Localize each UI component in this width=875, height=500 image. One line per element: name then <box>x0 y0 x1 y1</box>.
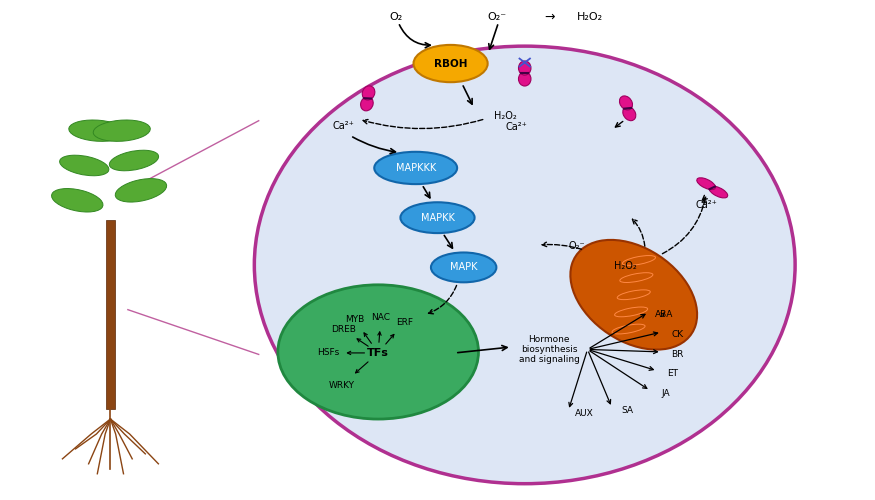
FancyArrowPatch shape <box>615 122 623 127</box>
FancyArrowPatch shape <box>355 362 368 373</box>
Text: JA: JA <box>662 388 670 398</box>
Text: NAC: NAC <box>371 312 390 322</box>
FancyArrowPatch shape <box>364 333 371 344</box>
Text: Hormone
biosynthesis
and signaling: Hormone biosynthesis and signaling <box>519 334 579 364</box>
FancyArrowPatch shape <box>347 352 365 354</box>
FancyArrowPatch shape <box>591 332 658 349</box>
FancyArrowPatch shape <box>444 236 452 248</box>
Ellipse shape <box>360 96 374 111</box>
Ellipse shape <box>374 152 457 184</box>
FancyArrowPatch shape <box>386 334 394 344</box>
Text: H₂O₂: H₂O₂ <box>494 111 517 120</box>
Ellipse shape <box>69 120 126 142</box>
Ellipse shape <box>570 240 697 350</box>
Text: H₂O₂: H₂O₂ <box>613 261 636 271</box>
Text: AUX: AUX <box>575 408 593 418</box>
Ellipse shape <box>709 186 728 198</box>
FancyArrowPatch shape <box>589 352 611 404</box>
Text: ABA: ABA <box>655 310 674 319</box>
Text: MYB: MYB <box>345 315 364 324</box>
FancyArrowPatch shape <box>590 350 654 370</box>
Ellipse shape <box>519 72 531 86</box>
Ellipse shape <box>52 188 103 212</box>
Text: DREB: DREB <box>331 325 356 334</box>
Text: H₂O₂: H₂O₂ <box>578 12 603 22</box>
Ellipse shape <box>623 106 636 120</box>
Text: HSFs: HSFs <box>318 348 340 358</box>
Text: ET: ET <box>668 369 678 378</box>
FancyArrowPatch shape <box>378 332 382 342</box>
FancyArrowPatch shape <box>590 351 647 389</box>
Text: SA: SA <box>621 406 634 414</box>
Text: WRKY: WRKY <box>328 380 354 390</box>
Ellipse shape <box>414 45 487 82</box>
Ellipse shape <box>431 252 496 282</box>
Ellipse shape <box>519 61 531 75</box>
Text: TFs: TFs <box>368 348 389 358</box>
Ellipse shape <box>362 86 374 100</box>
FancyArrowPatch shape <box>353 137 396 154</box>
Text: →: → <box>544 11 555 24</box>
Text: Ca²⁺: Ca²⁺ <box>332 120 354 130</box>
Ellipse shape <box>278 285 479 419</box>
Text: BR: BR <box>671 350 683 359</box>
Ellipse shape <box>109 150 158 171</box>
Ellipse shape <box>401 202 474 233</box>
Text: RBOH: RBOH <box>434 58 467 68</box>
Ellipse shape <box>60 155 108 176</box>
Text: Ca²⁺: Ca²⁺ <box>696 200 717 210</box>
Ellipse shape <box>94 120 150 142</box>
FancyArrowPatch shape <box>424 187 430 198</box>
Ellipse shape <box>620 96 633 110</box>
FancyArrowPatch shape <box>429 286 457 314</box>
FancyArrowPatch shape <box>463 86 472 104</box>
Text: MAPKK: MAPKK <box>421 212 454 222</box>
FancyArrowPatch shape <box>662 198 706 254</box>
FancyArrowPatch shape <box>569 352 587 406</box>
Text: MAPKKK: MAPKKK <box>396 163 436 173</box>
Text: Ca²⁺: Ca²⁺ <box>505 122 527 132</box>
Text: O₂⁻: O₂⁻ <box>569 241 585 251</box>
FancyArrowPatch shape <box>661 312 664 316</box>
FancyArrowPatch shape <box>458 346 507 352</box>
Ellipse shape <box>255 46 795 484</box>
Ellipse shape <box>116 178 166 202</box>
FancyArrowPatch shape <box>363 120 483 128</box>
FancyArrowPatch shape <box>703 196 707 200</box>
FancyArrowPatch shape <box>542 242 581 249</box>
FancyArrowPatch shape <box>591 350 657 354</box>
Text: MAPK: MAPK <box>450 262 478 272</box>
Text: O₂: O₂ <box>389 12 402 22</box>
Ellipse shape <box>696 178 716 190</box>
Text: O₂⁻: O₂⁻ <box>487 12 507 22</box>
FancyArrowPatch shape <box>633 219 645 246</box>
FancyArrowPatch shape <box>489 25 498 49</box>
Polygon shape <box>106 220 115 409</box>
Text: CK: CK <box>671 330 683 339</box>
Text: ERF: ERF <box>396 318 413 326</box>
FancyArrowPatch shape <box>399 25 430 48</box>
FancyArrowPatch shape <box>357 339 368 346</box>
FancyArrowPatch shape <box>590 314 645 348</box>
